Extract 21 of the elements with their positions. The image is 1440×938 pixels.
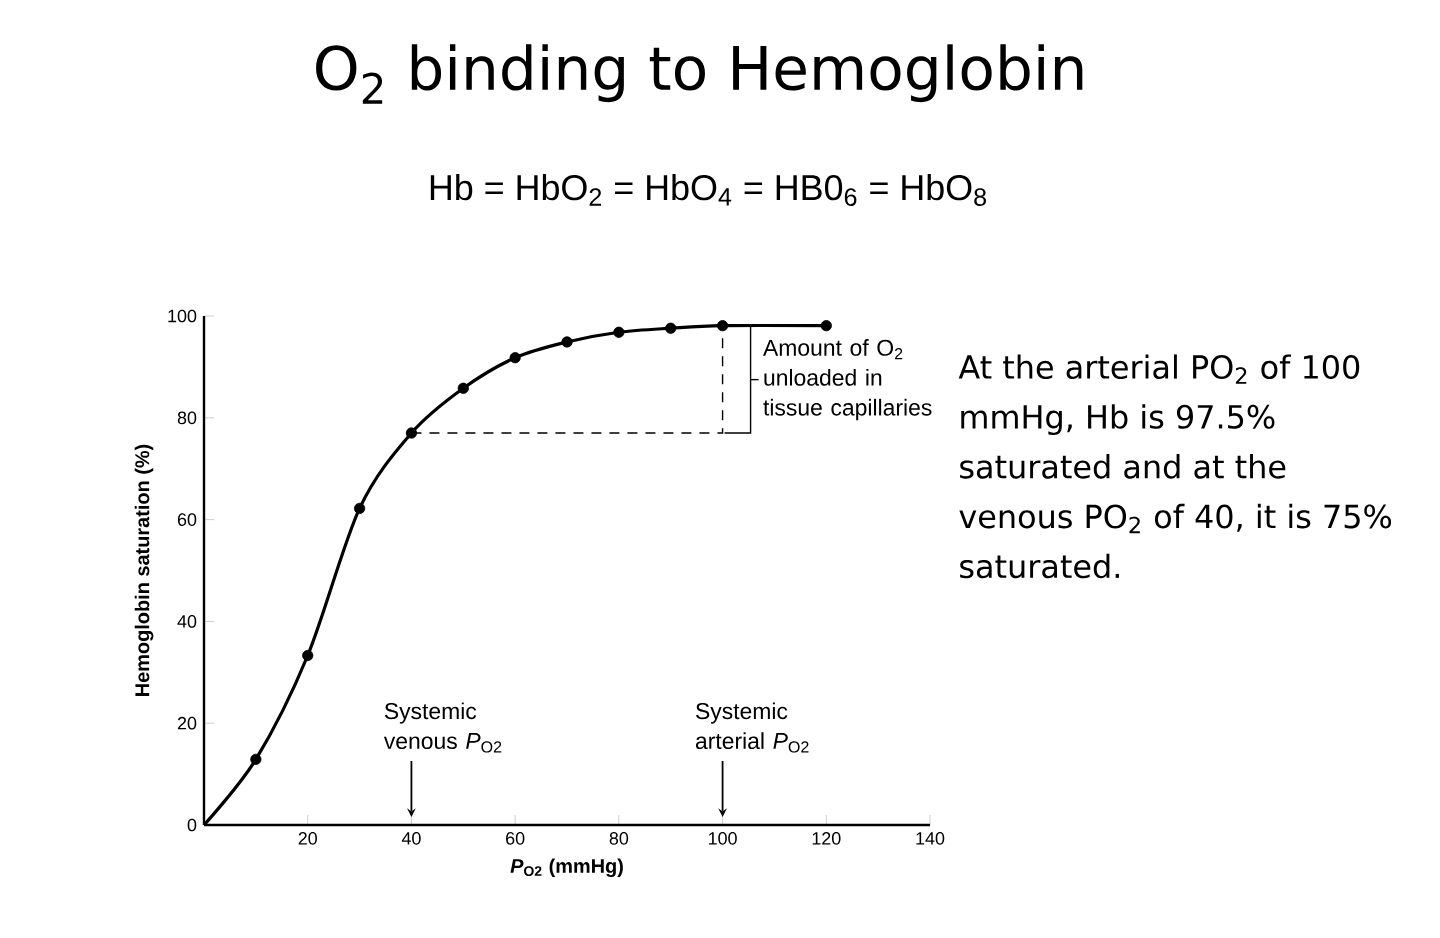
y-tick-label: 60 bbox=[177, 513, 197, 526]
y-tick-label: 0 bbox=[187, 818, 197, 832]
x-tick-label: 120 bbox=[812, 832, 841, 845]
annotation: Systemic venous P$_{O2}$ bbox=[383, 702, 502, 753]
text: At the arterial PO$_{2}$ of 100 mmHg, Hb is 97.5% saturated and at the venous PO$_{2}$ of 40, it is 75% saturated. bbox=[958, 354, 1392, 579]
x-tick-label: 40 bbox=[401, 832, 421, 845]
x-axis-title: P$_{O2}$ (mmHg) bbox=[510, 858, 623, 878]
y-tick-label: 100 bbox=[168, 309, 197, 323]
x-tick-label: 100 bbox=[708, 832, 737, 845]
x-tick-label: 80 bbox=[609, 832, 629, 845]
annotation: Systemic arterial P$_{O2}$ bbox=[695, 702, 809, 753]
x-tick-label: 20 bbox=[298, 832, 317, 845]
chart-subtitle: Hb = HbO$_{2}$ = HbO$_{4}$ = HB0$_{6}$ = HbO$_{8}$ bbox=[430, 174, 987, 206]
y-tick-label: 40 bbox=[177, 615, 197, 628]
annotation: Amount of O$_{2}$ unloaded in tissue capillaries bbox=[763, 339, 932, 421]
y-tick-label: 20 bbox=[177, 716, 197, 730]
x-tick-label: 140 bbox=[916, 832, 945, 845]
x-tick-label: 60 bbox=[506, 832, 525, 845]
chart-title: O$_{2}$ binding to Hemoglobin bbox=[316, 44, 1083, 104]
y-tick-label: 80 bbox=[177, 411, 197, 425]
y-axis-title: Hemoglobin saturation (%) bbox=[134, 444, 154, 696]
